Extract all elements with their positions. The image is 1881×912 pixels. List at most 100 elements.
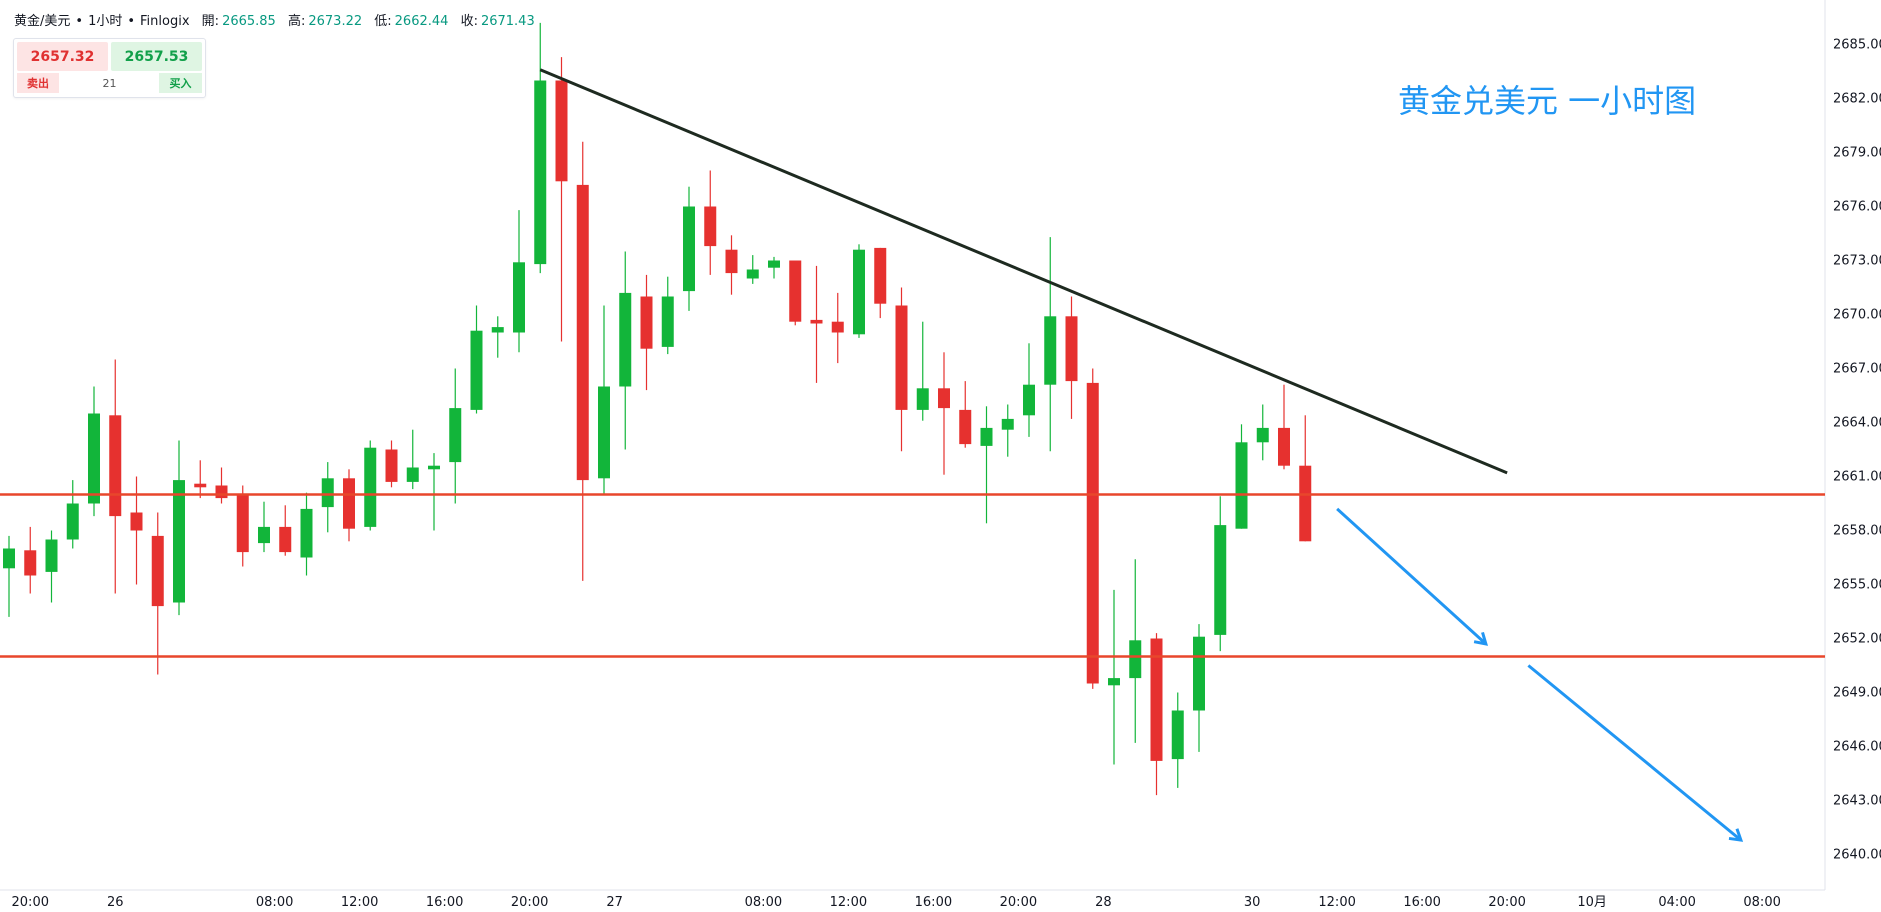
candle-body[interactable]	[1086, 382, 1099, 684]
price-tick-label: 2658.00	[1833, 524, 1881, 539]
chart-annotation-text: 黄金兑美元 一小时图	[1398, 82, 1697, 120]
candle-body[interactable]	[576, 184, 589, 481]
candle-body[interactable]	[449, 408, 462, 463]
candle-body[interactable]	[1214, 525, 1227, 635]
price-tick-label: 2670.00	[1833, 308, 1881, 323]
candle-body[interactable]	[980, 427, 993, 446]
candle-body[interactable]	[130, 512, 143, 531]
price-tick-label: 2661.00	[1833, 470, 1881, 485]
candle-body[interactable]	[683, 206, 695, 292]
candle-body[interactable]	[300, 508, 313, 558]
candle-body[interactable]	[938, 388, 950, 409]
high-label: 高:	[287, 14, 306, 29]
candle-body[interactable]	[1235, 442, 1248, 529]
candle-body[interactable]	[173, 480, 185, 603]
candle-body[interactable]	[853, 249, 865, 335]
candle-body[interactable]	[725, 249, 738, 274]
price-tick-label: 2643.00	[1833, 794, 1881, 809]
symbol-name[interactable]: 黄金/美元	[14, 14, 71, 29]
price-tick-label: 2673.00	[1833, 254, 1881, 269]
candle-body[interactable]	[88, 413, 100, 504]
high-value: 2673.22	[308, 14, 363, 29]
open-value: 2665.85	[222, 14, 276, 29]
candle-body[interactable]	[1001, 418, 1014, 430]
candle-body[interactable]	[364, 447, 377, 527]
price-tick-label: 2679.00	[1833, 146, 1881, 161]
candle-body[interactable]	[1193, 636, 1205, 711]
candle-body[interactable]	[109, 415, 122, 517]
candle-body[interactable]	[895, 305, 908, 410]
trade-panel: 2657.32 2657.53 卖出 21 买入	[13, 38, 206, 98]
candle-body[interactable]	[194, 483, 207, 488]
arrow-line[interactable]	[1336, 507, 1487, 646]
time-tick-label: 16:00	[915, 895, 952, 910]
trendline[interactable]	[539, 68, 1508, 475]
low-value: 2662.44	[394, 14, 449, 29]
time-tick-label: 30	[1244, 895, 1261, 910]
candle-body[interactable]	[428, 465, 440, 470]
candle-body[interactable]	[1023, 384, 1035, 416]
candle-body[interactable]	[513, 262, 525, 333]
arrow-line[interactable]	[1527, 664, 1742, 842]
candle-body[interactable]	[470, 330, 483, 410]
sell-button[interactable]: 卖出	[17, 73, 59, 93]
candle-body[interactable]	[555, 80, 568, 182]
time-tick-label: 08:00	[1743, 895, 1780, 910]
candle-body[interactable]	[746, 269, 759, 279]
close-label: 收:	[460, 14, 478, 29]
candle-body[interactable]	[1256, 427, 1269, 443]
candle-body[interactable]	[1150, 638, 1163, 761]
candle-body[interactable]	[236, 494, 249, 553]
candle-body[interactable]	[406, 467, 419, 482]
arrow-head	[1728, 828, 1744, 842]
candle-body[interactable]	[534, 80, 547, 265]
candle-body[interactable]	[258, 526, 270, 544]
buy-button[interactable]: 买入	[159, 73, 202, 93]
candle-body[interactable]	[916, 388, 929, 410]
time-tick-label: 10月	[1577, 895, 1607, 910]
candle-body[interactable]	[1171, 710, 1184, 760]
candle-body[interactable]	[151, 535, 164, 607]
candle-body[interactable]	[24, 550, 37, 576]
candle-body[interactable]	[661, 296, 674, 347]
time-tick-label: 08:00	[745, 895, 782, 910]
candle-body[interactable]	[3, 548, 15, 569]
sell-price-button[interactable]: 2657.32	[17, 42, 108, 71]
candle-body[interactable]	[215, 485, 228, 499]
source-label: Finlogix	[140, 14, 190, 29]
candle-body[interactable]	[619, 292, 632, 387]
candle-body[interactable]	[1299, 465, 1312, 542]
separator-dot: •	[127, 14, 136, 29]
candle-body[interactable]	[45, 539, 58, 572]
buy-price-button[interactable]: 2657.53	[111, 42, 202, 71]
candle-body[interactable]	[768, 260, 780, 268]
candle-body[interactable]	[343, 478, 355, 529]
candle-body[interactable]	[491, 327, 504, 333]
candle-body[interactable]	[874, 247, 887, 304]
candle-body[interactable]	[640, 296, 653, 349]
candle-body[interactable]	[321, 478, 334, 508]
candle-body[interactable]	[831, 321, 844, 333]
candle-body[interactable]	[1129, 640, 1142, 679]
spread-value: 21	[102, 76, 117, 90]
candle-body[interactable]	[789, 260, 802, 322]
candle-body[interactable]	[704, 206, 717, 247]
candle-body[interactable]	[66, 503, 79, 540]
candle-body[interactable]	[385, 449, 398, 482]
candle-body[interactable]	[810, 319, 823, 324]
candle-body[interactable]	[959, 409, 972, 445]
candle-body[interactable]	[1108, 678, 1120, 686]
candle-body[interactable]	[1065, 316, 1078, 382]
price-tick-label: 2640.00	[1833, 848, 1881, 863]
candle-body[interactable]	[598, 386, 610, 479]
candle-body[interactable]	[1044, 316, 1057, 385]
interval-label[interactable]: 1小时	[88, 14, 123, 29]
candle-body[interactable]	[1278, 427, 1290, 466]
candle-body[interactable]	[279, 526, 292, 553]
time-tick-label: 20:00	[1488, 895, 1525, 910]
time-tick-label: 20:00	[1000, 895, 1037, 910]
time-tick-label: 12:00	[830, 895, 867, 910]
arrow-head	[1473, 631, 1489, 646]
